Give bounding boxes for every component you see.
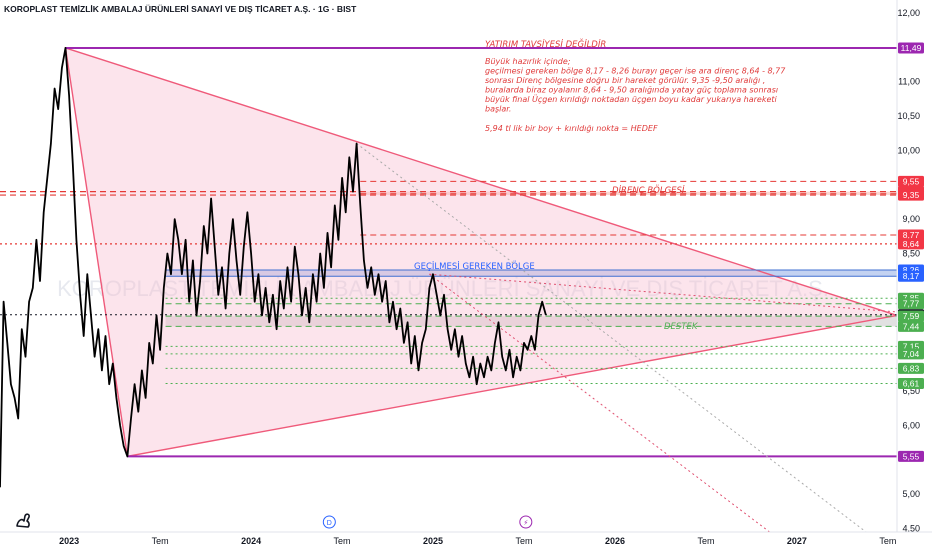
zone-0 (360, 191, 897, 196)
y-tick-label-0: 12,00 (897, 8, 920, 18)
chart-title: KOROPLAST TEMİZLİK AMBALAJ ÜRÜNLERİ SANA… (4, 4, 357, 14)
tradingview-logo-icon[interactable] (16, 513, 30, 528)
target-text: 5,94 tl lik bir boy + kırıldığı nokta = … (485, 124, 658, 133)
annotation-body: Büyük hazırlık içinde;geçilmesi gereken … (485, 57, 786, 114)
price-labels: 11,499,559,409,379,358,778,648,268,177,8… (898, 42, 924, 462)
price-label-9: 7,85 (903, 293, 920, 303)
x-tick-label-3: Tem (334, 536, 351, 546)
event-badge-icon: ⚡ (523, 519, 528, 527)
zone-2 (165, 316, 897, 327)
price-label-5: 8,77 (903, 230, 920, 240)
price-label-box-5 (898, 229, 924, 241)
trend-lines-layer (356, 143, 898, 533)
y-tick-label-6: 6,50 (902, 386, 920, 396)
dividend-badge: D (327, 520, 332, 527)
price-label-1: 9,55 (903, 176, 920, 186)
price-label-15: 7,04 (903, 349, 920, 359)
breakout-zone-label: GEÇİLMESİ GEREKEN BÖLGE (414, 261, 535, 272)
x-tick-label-0: 2023 (59, 536, 79, 546)
trend-line-0 (356, 143, 867, 533)
price-label-box-6 (898, 238, 924, 250)
annotation-line-3: buralarda biraz oyalanır 8,64 - 9,50 ara… (485, 86, 778, 95)
annotation-line-5: başlar. (485, 105, 511, 114)
price-label-box-10 (898, 298, 924, 310)
trend-line-2 (429, 273, 898, 313)
trend-line-1 (429, 273, 770, 533)
price-label-box-15 (898, 348, 924, 360)
x-tick-label-9: Tem (879, 536, 896, 546)
price-label-10: 7,77 (903, 299, 920, 309)
price-series-layer (0, 47, 547, 488)
y-tick-label-8: 5,00 (902, 489, 920, 499)
header-background (0, 0, 600, 16)
event-badge-circle (519, 515, 533, 529)
x-tick-label-5: Tem (516, 536, 533, 546)
price-label-12: 7,59 (903, 311, 920, 321)
zone-1 (165, 270, 897, 277)
y-tick-label-9: 4,50 (902, 524, 920, 534)
price-label-14: 7,15 (903, 341, 920, 351)
price-label-box-13 (898, 320, 924, 332)
price-label-box-0 (898, 42, 924, 54)
y-tick-label-1: 11,00 (898, 77, 920, 87)
price-label-box-17 (898, 377, 924, 389)
y-tick-label-3: 10,00 (897, 145, 920, 155)
price-label-box-16 (898, 362, 924, 374)
price-line-0 (0, 47, 547, 488)
price-label-17: 6,61 (903, 378, 920, 388)
annotation-line-1: geçilmesi gereken bölge 8,17 - 8,26 bura… (485, 67, 786, 76)
price-label-8: 8,17 (903, 271, 920, 281)
x-axis[interactable]: 2023 Tem 2024 Tem 2025 Tem 2026 Tem 2027 Tem (0, 531, 932, 550)
price-label-box-18 (898, 450, 924, 462)
annotation-line-2: sonrası Direnç bölgesine doğru bir harek… (485, 76, 765, 85)
price-label-18: 5,55 (903, 451, 920, 461)
price-label-13: 7,44 (903, 321, 920, 331)
x-tick-label-1: Tem (152, 536, 169, 546)
dividend-badge-circle (322, 515, 336, 529)
price-label-box-12 (898, 310, 924, 322)
annotation-line-0: Büyük hazırlık içinde; (485, 57, 571, 66)
annotation-line-4: büyük final Üçgen kırıldığı noktadan üçg… (485, 94, 778, 104)
x-tick-label-6: 2026 (605, 536, 625, 546)
annotation-layer: YATIRIM TAVSİYESİ DEĞİLDİR Büyük hazırlı… (414, 38, 786, 332)
x-tick-label-7: Tem (697, 536, 714, 546)
axis-badges: D ⚡ (322, 515, 533, 529)
price-label-box-4 (898, 189, 924, 201)
x-tick-label-8: 2027 (787, 536, 807, 546)
y-tick-label-4: 9,00 (902, 214, 920, 224)
price-label-7: 8,26 (903, 265, 920, 275)
zones-layer (165, 191, 897, 327)
price-label-box-8 (898, 270, 924, 282)
price-label-4: 9,35 (903, 190, 920, 200)
price-label-16: 6,83 (903, 363, 920, 373)
price-label-box-1 (898, 175, 924, 187)
y-tick-label-7: 6,00 (902, 420, 920, 430)
y-tick-label-2: 10,50 (897, 111, 920, 121)
price-label-6: 8,64 (903, 239, 920, 249)
price-label-0: 11,49 (901, 43, 922, 53)
x-axis-background (0, 532, 932, 550)
x-tick-label-2: 2024 (241, 536, 261, 546)
y-tick-label-5: 8,50 (902, 249, 920, 259)
resistance-zone-label: DİRENÇ BÖLGESİ (612, 185, 685, 196)
support-zone-label: DESTEK (664, 322, 699, 332)
x-tick-label-4: 2025 (423, 536, 443, 546)
disclaimer-text: YATIRIM TAVSİYESİ DEĞİLDİR (485, 38, 606, 50)
